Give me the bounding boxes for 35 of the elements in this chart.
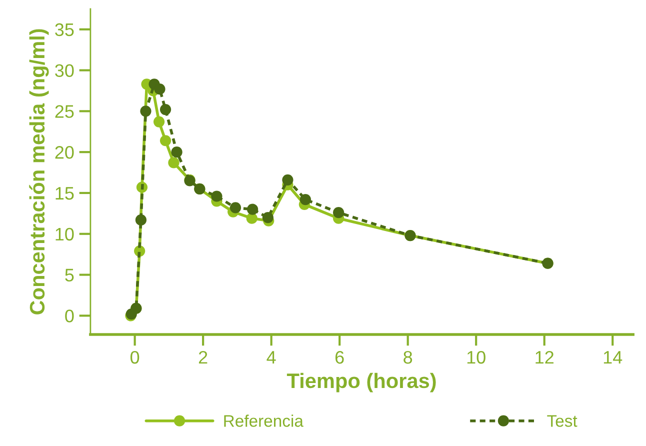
x-tick-label: 14 [604, 351, 622, 364]
point [160, 135, 172, 146]
x-axis-title: Tiempo (horas) [286, 372, 436, 392]
x-tick-label: 0 [130, 350, 140, 364]
point [246, 204, 258, 215]
point [135, 214, 147, 226]
point [262, 212, 274, 224]
point [168, 157, 180, 168]
legend-label: Referencia [224, 414, 304, 427]
point [160, 104, 172, 116]
point [154, 84, 166, 95]
point [171, 146, 182, 158]
point [332, 207, 344, 218]
y-tick-label: 25 [55, 105, 74, 118]
point [230, 202, 242, 214]
x-tick-label: 4 [266, 351, 276, 364]
point [153, 116, 165, 128]
y-tick-label: 30 [55, 64, 74, 77]
x-tick-label: 12 [536, 350, 554, 364]
x-tick-label: 2 [198, 350, 208, 364]
x-tick-label: 8 [404, 350, 412, 364]
y-tick-label: 10 [56, 228, 74, 241]
point [300, 194, 312, 206]
y-tick-label: 35 [55, 23, 74, 36]
x-tick-label: 10 [467, 350, 486, 364]
y-tick-label: 20 [55, 146, 74, 159]
legend-label: Test [547, 415, 578, 427]
point [282, 174, 294, 186]
point [140, 106, 152, 117]
y-axis-title: Concentración media (ng/ml) [29, 29, 49, 314]
y-tick-label: 15 [56, 187, 74, 200]
y-tick-label: 0 [65, 310, 74, 322]
x-tick-label: 6 [335, 350, 344, 364]
point [211, 190, 222, 202]
y-tick-label: 5 [65, 268, 74, 282]
